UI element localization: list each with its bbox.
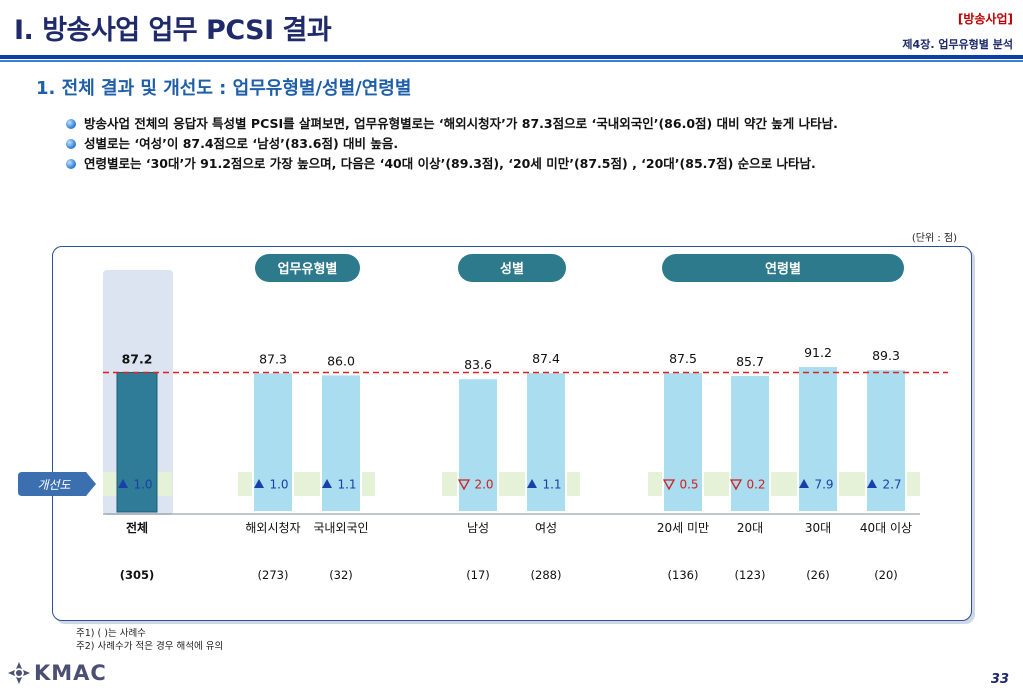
- category-label: 40대 이상: [860, 521, 912, 535]
- bar-value-label: 83.6: [464, 357, 492, 372]
- improvement-up-marker: [118, 479, 128, 488]
- bar-value-label: 89.3: [872, 348, 900, 363]
- page-number: 33: [990, 672, 1009, 687]
- sample-size-label: (17): [466, 568, 490, 582]
- kmac-logo-icon: [8, 662, 30, 684]
- group-header-pill: [662, 254, 904, 282]
- bullet-text: 연령별로는 ‘30대’가 91.2점으로 가장 높으며, 다음은 ‘40대 이상…: [84, 156, 816, 171]
- sample-size-label: (32): [329, 568, 353, 582]
- bullet-item: 성별로는 ‘여성’이 87.4점으로 ‘남성’(83.6점) 대비 높음.: [66, 134, 1006, 154]
- improvement-up-marker: [867, 479, 877, 488]
- logo-text: KMAC: [34, 661, 107, 685]
- improvement-label-text: 개선도: [37, 478, 71, 492]
- section-tag: [방송사업]: [957, 12, 1013, 26]
- improvement-value: 2.7: [882, 478, 901, 492]
- bar-value-label: 91.2: [804, 345, 832, 360]
- improvement-value: 1.0: [133, 478, 152, 492]
- summary-bullets: 방송사업 전체의 응답자 특성별 PCSI를 살펴보면, 업무유형별로는 ‘해외…: [66, 114, 1006, 174]
- category-label: 국내외국인: [313, 521, 368, 535]
- bar: [457, 377, 499, 513]
- group-header-label: 업무유형별: [278, 261, 338, 277]
- bullet-item: 방송사업 전체의 응답자 특성별 PCSI를 살펴보면, 업무유형별로는 ‘해외…: [66, 114, 1006, 134]
- improvement-value: 2.0: [474, 478, 493, 492]
- category-label: 남성: [467, 521, 489, 535]
- section-heading: 1. 전체 결과 및 개선도 : 업무유형별/성별/연령별: [36, 78, 412, 99]
- improvement-value: 1.1: [542, 478, 561, 492]
- improvement-value: 7.9: [814, 478, 833, 492]
- sample-size-label: (20): [874, 568, 898, 582]
- improvement-value: 0.2: [746, 478, 765, 492]
- improvement-up-marker: [322, 479, 332, 488]
- improvement-up-marker: [527, 479, 537, 488]
- sample-size-label: (273): [258, 568, 289, 582]
- bullet-icon: [66, 159, 76, 169]
- sample-size-label: (26): [806, 568, 830, 582]
- bar-value-label: 85.7: [736, 354, 764, 369]
- bullet-text: 성별로는 ‘여성’이 87.4점으로 ‘남성’(83.6점) 대비 높음.: [84, 136, 399, 151]
- footnote: 주2) 사례수가 적은 경우 해석에 유의: [76, 641, 224, 652]
- improvement-value: 0.5: [679, 478, 698, 492]
- page-title: I. 방송사업 업무 PCSI 결과: [14, 15, 332, 46]
- footnote: 주1) ( )는 사례수: [76, 628, 146, 639]
- bullet-text: 방송사업 전체의 응답자 특성별 PCSI를 살펴보면, 업무유형별로는 ‘해외…: [84, 116, 838, 131]
- bullet-item: 연령별로는 ‘30대’가 91.2점으로 가장 높으며, 다음은 ‘40대 이상…: [66, 154, 1006, 174]
- bar-value-label: 87.3: [259, 351, 287, 366]
- bar-value-label: 87.5: [669, 351, 697, 366]
- footnotes: 주1) ( )는 사례수 주2) 사례수가 적은 경우 해석에 유의: [76, 627, 223, 653]
- improvement-value: 1.0: [269, 478, 288, 492]
- category-label: 30대: [805, 521, 831, 535]
- bar: [116, 371, 158, 513]
- category-label: 해외시청자: [245, 521, 300, 535]
- bullet-icon: [66, 119, 76, 129]
- sample-size-label: (288): [531, 568, 562, 582]
- improvement-down-marker: [729, 479, 743, 491]
- bar: [729, 373, 771, 513]
- bullet-icon: [66, 139, 76, 149]
- category-label: 20대: [737, 521, 763, 535]
- bar-value-label: 87.4: [532, 351, 560, 366]
- bar: [865, 368, 907, 513]
- bar: [320, 373, 362, 513]
- bar-value-label: 86.0: [327, 353, 355, 368]
- sample-size-label: (136): [668, 568, 699, 582]
- kmac-logo: KMAC: [6, 660, 107, 686]
- sample-size-label: (305): [120, 568, 155, 582]
- group-header-label: 성별: [500, 261, 524, 277]
- unit-label: (단위 : 점): [911, 233, 957, 244]
- group-header-pill: [255, 254, 360, 282]
- category-label: 여성: [535, 521, 557, 535]
- group-header-pill: [458, 254, 566, 282]
- chapter-label: 제4장. 업무유형별 분석: [902, 38, 1013, 51]
- sample-size-label: (123): [735, 568, 766, 582]
- category-label: 전체: [126, 520, 148, 535]
- improvement-up-marker: [799, 479, 809, 488]
- improvement-value: 1.1: [337, 478, 356, 492]
- title-divider: [0, 55, 1023, 62]
- category-label: 20세 미만: [657, 521, 709, 535]
- improvement-down-marker: [457, 479, 471, 491]
- bar: [797, 365, 839, 513]
- improvement-label-badge: [18, 472, 96, 496]
- group-header-label: 연령별: [765, 261, 801, 277]
- bar-value-label: 87.2: [122, 351, 153, 366]
- improvement-down-marker: [662, 479, 676, 491]
- improvement-up-marker: [254, 479, 264, 488]
